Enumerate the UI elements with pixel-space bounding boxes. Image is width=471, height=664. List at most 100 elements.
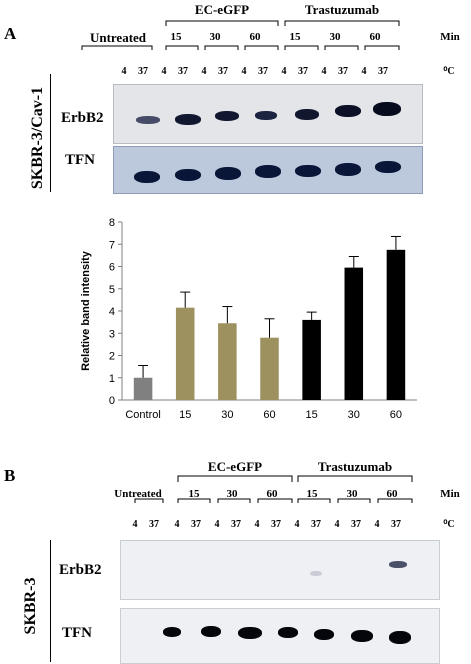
- tfn-band: [389, 631, 411, 644]
- group-label-trastuzumab: Trastuzumab: [317, 459, 393, 474]
- tfn-band: [255, 165, 281, 178]
- x-tick-label: 30: [221, 409, 233, 421]
- erbb2-band: [136, 116, 160, 124]
- temp-label: 4: [334, 519, 340, 530]
- temp-label: 4: [121, 66, 127, 77]
- x-tick-label: 15: [306, 409, 318, 421]
- temp-label: 37: [191, 519, 201, 530]
- group-label-untreated: Untreated: [114, 488, 162, 500]
- erbb2-band: [335, 105, 361, 117]
- temp-label: 37: [378, 66, 388, 77]
- y-tick-label: 4: [109, 306, 115, 318]
- time-label: 15: [170, 31, 182, 43]
- time-label: 30: [209, 31, 221, 43]
- erbb2-blot-membrane: [113, 84, 423, 144]
- y-tick-label: 7: [109, 239, 115, 251]
- bar: [218, 323, 237, 400]
- temp-label: 37: [258, 66, 268, 77]
- blot-row-label-tfn: TFN: [62, 625, 92, 641]
- erbb2-band: [255, 111, 277, 120]
- group-label-untreated: Untreated: [89, 30, 147, 45]
- erbb2-band: [215, 111, 239, 121]
- time-label: 60: [369, 31, 381, 43]
- erbb2-blot-membrane: [120, 540, 440, 600]
- temp-label: 4: [161, 66, 167, 77]
- bar: [386, 249, 406, 400]
- x-tick-label: 60: [390, 409, 402, 421]
- time-label: 30: [226, 488, 238, 500]
- x-tick-label: 15: [179, 409, 191, 421]
- temp-label: 4: [321, 66, 327, 77]
- time-unit-label: Min: [440, 488, 460, 500]
- x-tick-label: 60: [263, 409, 275, 421]
- cell-line-divider: [50, 540, 51, 662]
- temp-unit-label: ⁰C: [443, 519, 455, 530]
- temp-label: 4: [374, 519, 380, 530]
- time-label: 15: [289, 31, 301, 43]
- tfn-band: [278, 627, 298, 638]
- tfn-band: [314, 629, 334, 640]
- tfn-band: [238, 627, 262, 639]
- time-label: 30: [346, 488, 358, 500]
- y-tick-label: 6: [109, 262, 115, 274]
- y-tick-label: 1: [109, 373, 115, 385]
- tfn-band: [215, 167, 241, 180]
- group-label-ec-egfp: EC-eGFP: [207, 459, 263, 474]
- temp-label: 37: [338, 66, 348, 77]
- temp-label: 4: [132, 519, 138, 530]
- cell-line-label: SKBR-3/Cav-1: [29, 86, 46, 190]
- temp-label: 37: [271, 519, 281, 530]
- blot-row-label-tfn: TFN: [65, 152, 95, 168]
- y-tick-label: 3: [109, 328, 115, 340]
- temp-label: 37: [231, 519, 241, 530]
- y-tick-label: 8: [109, 217, 115, 229]
- time-label: 60: [266, 488, 278, 500]
- x-tick-label: Control: [125, 409, 160, 421]
- x-tick-label: 30: [348, 409, 360, 421]
- temp-label: 4: [174, 519, 180, 530]
- tfn-band: [134, 171, 160, 183]
- time-label: 30: [329, 31, 341, 43]
- blot-row-label-erbb2: ErbB2: [59, 562, 102, 578]
- temp-label: 4: [241, 66, 247, 77]
- blot-row-label-erbb2: ErbB2: [61, 110, 104, 126]
- y-axis-label: Relative band intensity: [80, 250, 92, 371]
- tfn-band: [295, 165, 321, 177]
- erbb2-band: [295, 109, 319, 120]
- panel-a-letter: A: [4, 24, 17, 43]
- temp-label: 4: [214, 519, 220, 530]
- time-label: 15: [188, 488, 200, 500]
- temp-label: 37: [149, 519, 159, 530]
- temp-label: 4: [281, 66, 287, 77]
- erbb2-band: [175, 114, 201, 125]
- erbb2-band: [373, 102, 401, 116]
- time-label: 15: [306, 488, 318, 500]
- tfn-band: [351, 630, 373, 642]
- tfn-blot-membrane: [113, 146, 423, 194]
- panel-b-bracket-lines: [134, 475, 413, 503]
- temp-label: 37: [351, 519, 361, 530]
- time-label: 60: [386, 488, 398, 500]
- bar: [302, 319, 321, 400]
- group-label-ec-egfp: EC-eGFP: [194, 2, 250, 17]
- time-unit-label: Min: [440, 31, 460, 43]
- y-tick-label: 0: [109, 395, 115, 407]
- temp-label: 37: [138, 66, 148, 77]
- erbb2-band: [310, 571, 322, 576]
- panel-b-letter: B: [4, 466, 16, 485]
- cell-line-label: SKBR-3: [22, 577, 39, 635]
- bar-chart-svg: 0 1 2 3 4 5 6 7 8 Relative band intensity Control 1…: [80, 217, 417, 421]
- band-intensity-chart: 0 1 2 3 4 5 6 7 8 Relative band intensity Control 1…: [55, 214, 425, 459]
- temp-label: 37: [391, 519, 401, 530]
- bar: [344, 267, 364, 400]
- bar: [260, 337, 279, 400]
- tfn-band: [175, 169, 201, 181]
- temp-label: 37: [178, 66, 188, 77]
- temp-label: 37: [218, 66, 228, 77]
- y-tick-label: 2: [109, 351, 115, 363]
- bar: [175, 307, 195, 400]
- temp-unit-label: ⁰C: [443, 66, 455, 77]
- tfn-blot-membrane: [120, 608, 440, 664]
- temp-label: 4: [201, 66, 207, 77]
- group-label-trastuzumab: Trastuzumab: [304, 2, 380, 17]
